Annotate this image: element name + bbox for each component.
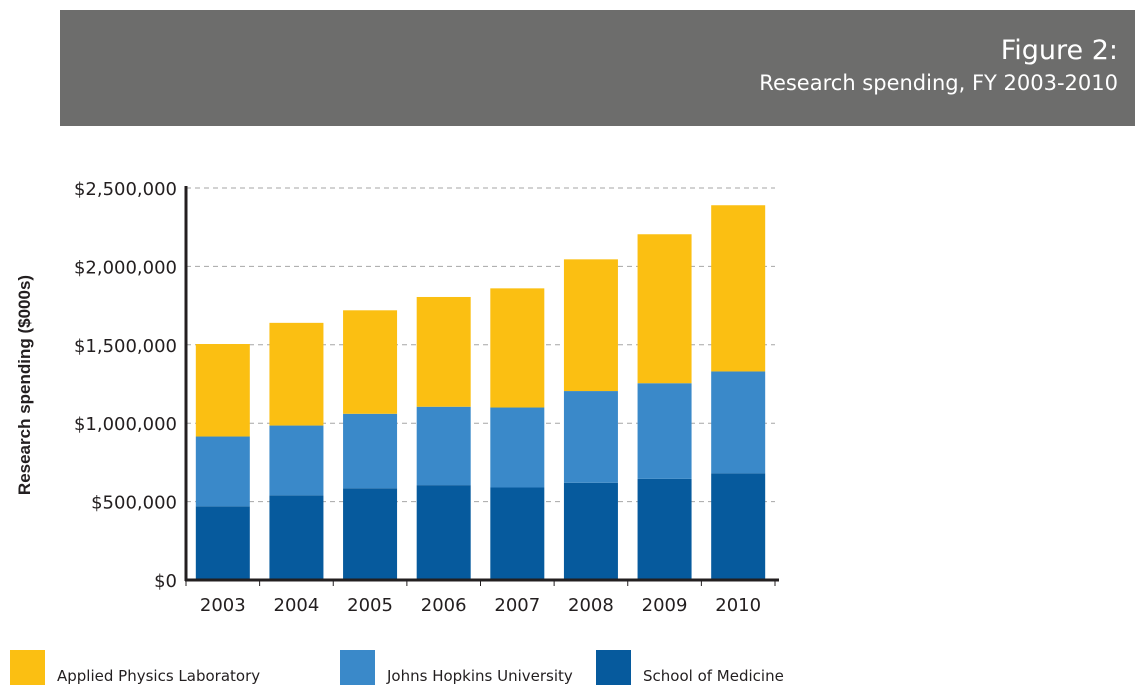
bar-2009-johns-hopkins-university bbox=[637, 383, 692, 479]
bar-2007-johns-hopkins-university bbox=[490, 407, 545, 488]
bar-2009-school-of-medicine bbox=[637, 478, 692, 580]
y-tick-labels: $0 $500,000 $1,000,000 $1,500,000 $2,000,000… bbox=[74, 179, 177, 592]
bars bbox=[195, 205, 766, 580]
bar-2005-johns-hopkins-university bbox=[343, 413, 398, 489]
bar-2010-johns-hopkins-university bbox=[711, 371, 766, 474]
legend-swatch-applied-physics-laboratory bbox=[10, 650, 45, 685]
bar-2008-applied-physics-laboratory bbox=[563, 259, 618, 392]
bar-2005-applied-physics-laboratory bbox=[343, 310, 398, 414]
bar-2004-school-of-medicine bbox=[269, 495, 324, 580]
x-tick-label-2006: 2006 bbox=[421, 595, 467, 616]
y-axis-label: Research spending ($000s) bbox=[15, 275, 34, 495]
figure-subtitle: Research spending, FY 2003-2010 bbox=[759, 71, 1118, 95]
y-tick-label-2: $1,000,000 bbox=[74, 414, 177, 435]
bar-2004-johns-hopkins-university bbox=[269, 425, 324, 496]
bar-2006-school-of-medicine bbox=[416, 485, 471, 580]
x-tick-labels: 2003 2004 2005 2006 2007 2008 2009 2010 bbox=[200, 595, 761, 616]
bar-2009-applied-physics-laboratory bbox=[637, 234, 692, 384]
legend-label-johns-hopkins-university: Johns Hopkins University bbox=[386, 667, 573, 685]
x-tick-label-2003: 2003 bbox=[200, 595, 246, 616]
legend-swatch-school-of-medicine bbox=[596, 650, 631, 685]
bar-2008-school-of-medicine bbox=[563, 482, 618, 580]
bar-2004-applied-physics-laboratory bbox=[269, 322, 324, 426]
figure-label: Figure 2: bbox=[1000, 35, 1118, 66]
bar-2003-applied-physics-laboratory bbox=[195, 344, 250, 437]
x-tick-label-2007: 2007 bbox=[494, 595, 540, 616]
bar-2007-school-of-medicine bbox=[490, 487, 545, 580]
x-tick-label-2010: 2010 bbox=[715, 595, 761, 616]
y-tick-label-4: $2,000,000 bbox=[74, 257, 177, 278]
bar-2005-school-of-medicine bbox=[343, 488, 398, 580]
x-tick-label-2005: 2005 bbox=[347, 595, 393, 616]
x-tick-label-2008: 2008 bbox=[568, 595, 614, 616]
bar-2006-applied-physics-laboratory bbox=[416, 296, 471, 407]
bar-2007-applied-physics-laboratory bbox=[490, 288, 545, 408]
bar-2010-school-of-medicine bbox=[711, 473, 766, 580]
y-tick-label-0: $0 bbox=[154, 571, 177, 592]
figure-header-banner: Figure 2: Research spending, FY 2003-201… bbox=[60, 10, 1135, 126]
x-tick-label-2004: 2004 bbox=[274, 595, 320, 616]
legend-label-school-of-medicine: School of Medicine bbox=[643, 667, 784, 685]
legend-label-applied-physics-laboratory: Applied Physics Laboratory bbox=[57, 667, 260, 685]
bar-2003-school-of-medicine bbox=[195, 506, 250, 580]
bar-2008-johns-hopkins-university bbox=[563, 391, 618, 483]
y-tick-label-3: $1,500,000 bbox=[74, 336, 177, 357]
bar-2010-applied-physics-laboratory bbox=[711, 205, 766, 372]
legend: Applied Physics Laboratory Johns Hopkins … bbox=[10, 650, 784, 685]
axes bbox=[184, 186, 779, 586]
bar-2003-johns-hopkins-university bbox=[195, 436, 250, 507]
x-tick-label-2009: 2009 bbox=[642, 595, 688, 616]
y-tick-label-5: $2,500,000 bbox=[74, 179, 177, 200]
bar-2006-johns-hopkins-university bbox=[416, 406, 471, 486]
legend-swatch-johns-hopkins-university bbox=[340, 650, 375, 685]
y-tick-label-1: $500,000 bbox=[91, 493, 177, 514]
